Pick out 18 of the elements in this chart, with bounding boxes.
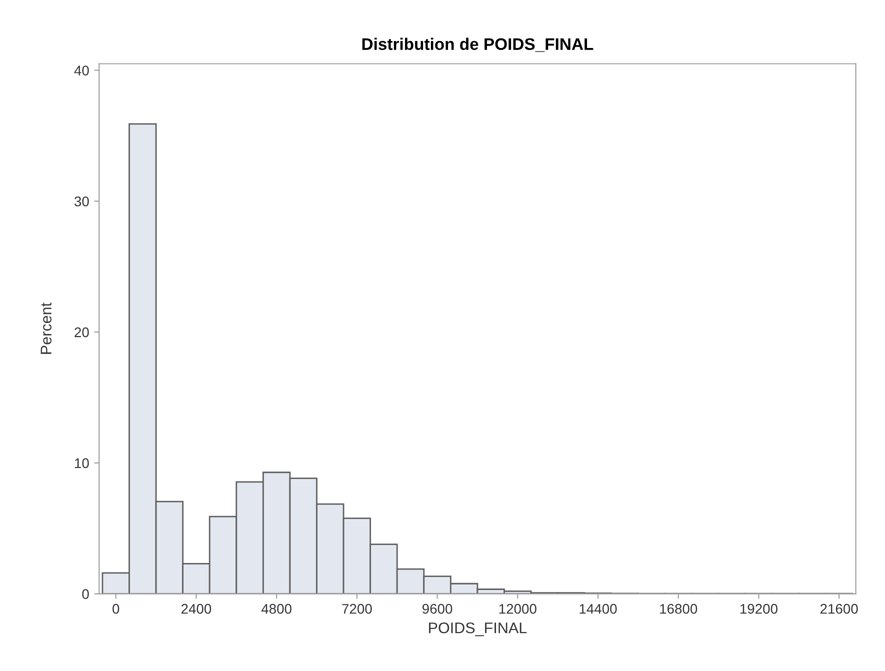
x-tick-label: 14400 — [580, 604, 617, 614]
y-tick-label: 0 — [82, 589, 89, 600]
y-tick-label: 30 — [74, 196, 89, 206]
x-tick-label: 9600 — [422, 604, 452, 614]
x-axis-title: POIDS_FINAL — [429, 622, 527, 636]
x-tick-label: 2400 — [181, 604, 212, 614]
x-tick-label: 4800 — [261, 604, 292, 614]
x-tick-label: 21600 — [820, 604, 858, 614]
x-tick-label: 12000 — [499, 604, 536, 614]
y-tick-label: 40 — [74, 66, 89, 76]
y-axis-title: Percent — [40, 302, 52, 354]
x-tick-label: 16800 — [660, 604, 698, 614]
x-tick-label: 19200 — [740, 604, 778, 614]
y-tick-label: 20 — [74, 327, 89, 338]
chart-title: Distribution de POIDS_FINAL — [362, 38, 594, 52]
x-tick-label: 7200 — [342, 604, 372, 614]
x-tick-label: 0 — [112, 604, 120, 614]
y-tick-label: 10 — [75, 458, 89, 468]
